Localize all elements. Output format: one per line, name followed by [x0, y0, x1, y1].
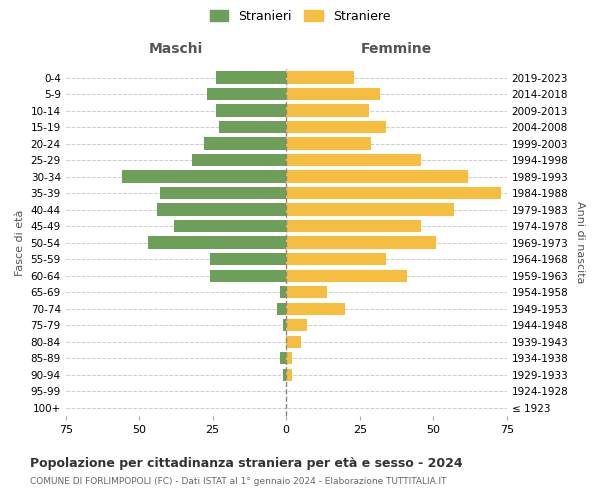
Bar: [122, 170, 286, 183]
Bar: [157, 204, 286, 216]
Bar: [218, 121, 286, 134]
Bar: [277, 302, 286, 315]
Bar: [286, 220, 421, 232]
Text: Popolazione per cittadinanza straniera per età e sesso - 2024: Popolazione per cittadinanza straniera p…: [30, 458, 463, 470]
Bar: [283, 319, 286, 332]
Bar: [286, 319, 307, 332]
Bar: [280, 352, 286, 364]
Bar: [286, 352, 292, 364]
Bar: [286, 138, 371, 150]
Bar: [210, 253, 286, 266]
Bar: [215, 72, 286, 84]
Bar: [286, 72, 354, 84]
Bar: [286, 368, 292, 381]
Bar: [280, 286, 286, 298]
Bar: [286, 302, 345, 315]
Bar: [215, 104, 286, 117]
Bar: [286, 104, 368, 117]
Bar: [286, 253, 386, 266]
Text: Maschi: Maschi: [149, 42, 203, 56]
Bar: [286, 236, 436, 249]
Bar: [286, 121, 386, 134]
Bar: [286, 187, 501, 200]
Bar: [286, 170, 469, 183]
Text: COMUNE DI FORLIMPOPOLI (FC) - Dati ISTAT al 1° gennaio 2024 - Elaborazione TUTTI: COMUNE DI FORLIMPOPOLI (FC) - Dati ISTAT…: [30, 478, 446, 486]
Text: Femmine: Femmine: [361, 42, 432, 56]
Bar: [204, 138, 286, 150]
Bar: [286, 154, 421, 166]
Bar: [148, 236, 286, 249]
Bar: [286, 270, 407, 282]
Bar: [286, 286, 328, 298]
Bar: [207, 88, 286, 101]
Bar: [286, 88, 380, 101]
Y-axis label: Anni di nascita: Anni di nascita: [575, 202, 585, 284]
Bar: [283, 368, 286, 381]
Legend: Stranieri, Straniere: Stranieri, Straniere: [206, 6, 394, 26]
Bar: [175, 220, 286, 232]
Bar: [192, 154, 286, 166]
Bar: [210, 270, 286, 282]
Y-axis label: Fasce di età: Fasce di età: [15, 210, 25, 276]
Bar: [286, 336, 301, 348]
Bar: [286, 204, 454, 216]
Bar: [160, 187, 286, 200]
